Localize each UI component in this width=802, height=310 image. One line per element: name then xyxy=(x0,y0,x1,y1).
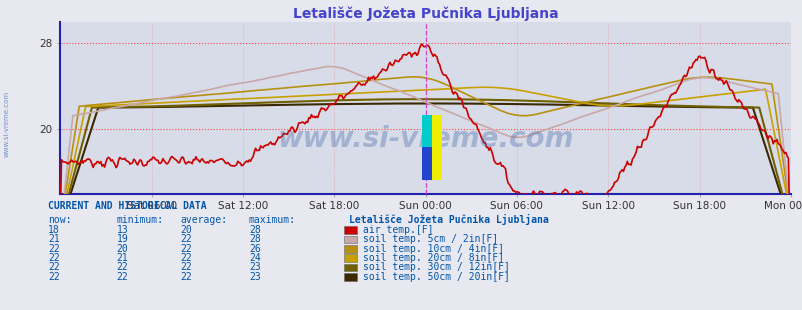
Text: maximum:: maximum: xyxy=(249,215,296,225)
Text: average:: average: xyxy=(180,215,228,225)
Text: soil temp. 50cm / 20in[F]: soil temp. 50cm / 20in[F] xyxy=(363,272,509,281)
Text: 18: 18 xyxy=(48,225,60,235)
Text: 28: 28 xyxy=(249,234,261,244)
Text: 21: 21 xyxy=(48,234,60,244)
Text: www.si-vreme.com: www.si-vreme.com xyxy=(3,91,10,157)
Text: 22: 22 xyxy=(116,272,128,281)
Text: 23: 23 xyxy=(249,272,261,281)
Text: soil temp. 30cm / 12in[F]: soil temp. 30cm / 12in[F] xyxy=(363,262,509,272)
Bar xyxy=(421,147,431,180)
Text: 22: 22 xyxy=(116,262,128,272)
Text: 24: 24 xyxy=(249,253,261,263)
Text: 22: 22 xyxy=(180,244,192,254)
Text: soil temp. 5cm / 2in[F]: soil temp. 5cm / 2in[F] xyxy=(363,234,497,244)
Text: 22: 22 xyxy=(180,253,192,263)
Text: 13: 13 xyxy=(116,225,128,235)
Text: 23: 23 xyxy=(249,262,261,272)
Text: 28: 28 xyxy=(249,225,261,235)
Text: soil temp. 20cm / 8in[F]: soil temp. 20cm / 8in[F] xyxy=(363,253,504,263)
Text: 22: 22 xyxy=(48,262,60,272)
Text: soil temp. 10cm / 4in[F]: soil temp. 10cm / 4in[F] xyxy=(363,244,504,254)
Text: Letališče Jožeta Pučnika Ljubljana: Letališče Jožeta Pučnika Ljubljana xyxy=(349,214,549,225)
Text: air temp.[F]: air temp.[F] xyxy=(363,225,433,235)
Text: 22: 22 xyxy=(180,262,192,272)
Text: 21: 21 xyxy=(116,253,128,263)
Text: 22: 22 xyxy=(180,272,192,281)
Text: www.si-vreme.com: www.si-vreme.com xyxy=(277,125,573,153)
Text: 26: 26 xyxy=(249,244,261,254)
Text: 20: 20 xyxy=(180,225,192,235)
Bar xyxy=(431,115,442,180)
Text: 22: 22 xyxy=(48,244,60,254)
Text: 22: 22 xyxy=(48,272,60,281)
Text: 19: 19 xyxy=(116,234,128,244)
Text: now:: now: xyxy=(48,215,71,225)
Title: Letališče Jožeta Pučnika Ljubljana: Letališče Jožeta Pučnika Ljubljana xyxy=(293,6,557,20)
Bar xyxy=(421,115,431,147)
Text: minimum:: minimum: xyxy=(116,215,164,225)
Text: 20: 20 xyxy=(116,244,128,254)
Text: CURRENT AND HISTORICAL DATA: CURRENT AND HISTORICAL DATA xyxy=(48,201,207,211)
Text: 22: 22 xyxy=(48,253,60,263)
Text: 22: 22 xyxy=(180,234,192,244)
